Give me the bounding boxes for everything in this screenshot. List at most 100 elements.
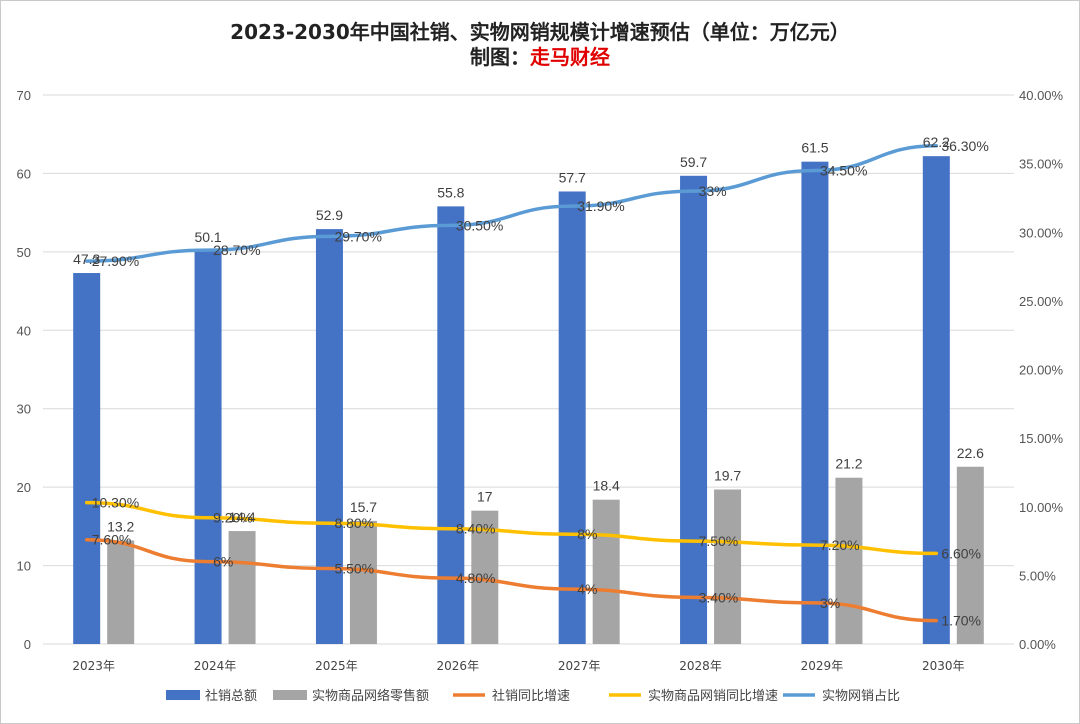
bar [349, 520, 377, 644]
line-value-label: 3% [820, 595, 840, 611]
category-labels: 2023年 2024年 2025年 2026年 2027年 2028年 2029年 2030年 [72, 659, 964, 673]
legend-label: 社销同比增速 [492, 688, 570, 704]
line-value-label: 33% [699, 183, 727, 199]
legend: 社销总额 实物商品网络零售额 社销同比增速 实物商品网销同比增速 实物网销占比 [166, 688, 900, 704]
right-axis-tick: 20.00% [1019, 363, 1064, 378]
left-axis-tick: 30 [17, 402, 31, 417]
right-axis-tick: 30.00% [1019, 225, 1064, 240]
line-value-label: 34.50% [820, 162, 867, 178]
bar-value-label: 15.7 [350, 499, 377, 515]
bar-value-label: 59.7 [680, 154, 707, 170]
right-axis-tick: 10.00% [1019, 500, 1064, 515]
category-label: 2028年 [679, 659, 722, 673]
legend-swatch [166, 690, 200, 700]
left-axis-tick: 40 [17, 323, 31, 338]
left-axis-tick: 0 [24, 637, 31, 652]
bar-value-label: 62.2 [923, 134, 950, 150]
line-value-label: 1.70% [941, 613, 981, 629]
category-label: 2026年 [437, 659, 480, 673]
line-value-label: 7.20% [820, 537, 860, 553]
bars [73, 156, 984, 644]
line-value-label: 4.80% [456, 570, 496, 586]
right-axis-tick: 0.00% [1019, 637, 1056, 652]
chart-credit: 制图：走马财经 [470, 45, 610, 69]
line-value-label: 30.50% [456, 217, 503, 233]
series-line [84, 500, 939, 556]
series-line [84, 537, 939, 623]
bar [956, 466, 984, 644]
bar-value-label: 13.2 [107, 518, 134, 534]
line-value-label: 10.30% [92, 495, 139, 511]
line-value-label: 4% [577, 581, 597, 597]
bar [315, 229, 343, 644]
lines [84, 144, 939, 623]
legend-label: 实物商品网络零售额 [312, 688, 429, 704]
bar [107, 540, 135, 644]
category-label: 2030年 [922, 659, 965, 673]
line-value-label: 3.40% [699, 589, 739, 605]
bar-value-label: 55.8 [437, 184, 464, 200]
right-axis-tick: 5.00% [1019, 568, 1056, 583]
line-value-label: 8.80% [334, 515, 374, 531]
bar [558, 191, 586, 644]
bar [437, 206, 465, 644]
bar [194, 251, 222, 644]
right-axis-tick: 25.00% [1019, 294, 1064, 309]
bar-value-label: 17 [477, 489, 493, 505]
line-value-label: 31.90% [577, 198, 624, 214]
line-value-label: 5.50% [334, 561, 374, 577]
category-label: 2024年 [194, 659, 237, 673]
left-axis-tick: 50 [17, 245, 31, 260]
line-value-label: 7.60% [92, 532, 132, 548]
legend-label: 实物商品网销同比增速 [648, 689, 778, 704]
line-value-label: 8.40% [456, 521, 496, 537]
chart-title: 2023-2030年中国社销、实物网销规模计增速预估（单位：万亿元） [230, 20, 850, 44]
category-label: 2023年 [72, 659, 115, 673]
bar [680, 175, 708, 644]
bar [592, 499, 620, 644]
series-line [84, 144, 939, 263]
bar-value-label: 57.7 [559, 169, 586, 185]
right-axis-tick: 15.00% [1019, 431, 1064, 446]
line-value-label: 27.90% [92, 253, 139, 269]
left-axis-tick: 60 [17, 166, 31, 181]
line-value-label: 36.30% [941, 138, 988, 154]
legend-label: 社销总额 [205, 688, 257, 704]
credit-name: 走马财经 [530, 45, 610, 69]
legend-swatch [273, 690, 307, 700]
line-value-label: 8% [577, 526, 597, 542]
bar-value-label: 14.4 [228, 509, 255, 525]
left-axis-tick: 10 [17, 559, 31, 574]
category-label: 2027年 [558, 659, 601, 673]
left-axis-ticks: 0 10 20 30 40 50 60 70 [17, 88, 31, 652]
bar-value-label: 61.5 [801, 140, 828, 156]
bar [801, 161, 829, 644]
left-axis-tick: 20 [17, 480, 31, 495]
line-value-label: 7.50% [699, 533, 739, 549]
right-axis-ticks: 0.00% 5.00% 10.00% 15.00% 20.00% 25.00% 30.00%… [1019, 88, 1064, 652]
left-axis-tick: 70 [17, 88, 31, 103]
bar-value-label: 52.9 [316, 207, 343, 223]
category-label: 2025年 [315, 659, 358, 673]
bar [922, 156, 950, 644]
right-axis-tick: 35.00% [1019, 157, 1064, 172]
bar-value-label: 22.6 [957, 445, 984, 461]
bar [228, 531, 256, 644]
line-value-label: 6.60% [941, 545, 981, 561]
bar-value-label: 19.7 [714, 467, 741, 483]
bar [835, 477, 863, 644]
credit-prefix: 制图： [470, 45, 530, 69]
category-label: 2029年 [801, 659, 844, 673]
bar [714, 489, 742, 644]
right-axis-tick: 40.00% [1019, 88, 1064, 103]
bar-value-label: 47.3 [73, 251, 100, 267]
bar-value-label: 50.1 [194, 229, 221, 245]
line-value-label: 6% [213, 554, 233, 570]
bar-value-label: 21.2 [835, 456, 862, 472]
line-value-label: 29.70% [334, 228, 381, 244]
legend-label: 实物网销占比 [822, 689, 900, 704]
bar [73, 273, 101, 644]
line-value-label: 9.20% [213, 510, 253, 526]
